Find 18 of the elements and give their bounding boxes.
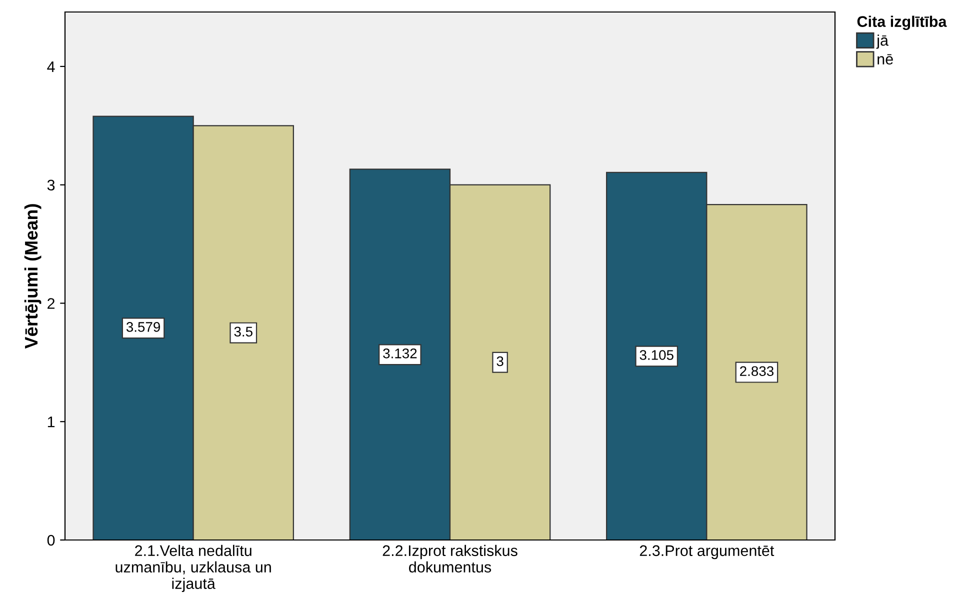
y-tick-label: 4 bbox=[47, 61, 55, 72]
y-axis-title: Vērtējumi (Mean) bbox=[24, 204, 42, 349]
data-label: 3.579 bbox=[126, 322, 160, 332]
data-label: 2.833 bbox=[740, 366, 774, 376]
x-tick-label: 2.2.Izprot rakstiskus dokumentus bbox=[382, 544, 518, 573]
data-label: 3.105 bbox=[640, 350, 674, 360]
legend-label: jā bbox=[876, 34, 888, 49]
data-label: 3.5 bbox=[234, 326, 252, 337]
y-tick-label: 1 bbox=[48, 416, 55, 428]
y-tick-label: 2 bbox=[48, 298, 55, 309]
data-label: 3.132 bbox=[383, 348, 417, 358]
data-label: 3 bbox=[496, 356, 504, 366]
x-tick-label: 2.1.Velta nedalītu uzmanību, uzklausa un izjautā bbox=[116, 544, 271, 592]
legend-title: Cita izglītība bbox=[857, 16, 947, 30]
y-tick-label: 3 bbox=[47, 180, 55, 191]
y-tick-label: 0 bbox=[47, 534, 55, 546]
x-tick-label: 2.3.Prot argumentēt bbox=[640, 545, 774, 560]
legend-label: nē bbox=[878, 54, 893, 65]
